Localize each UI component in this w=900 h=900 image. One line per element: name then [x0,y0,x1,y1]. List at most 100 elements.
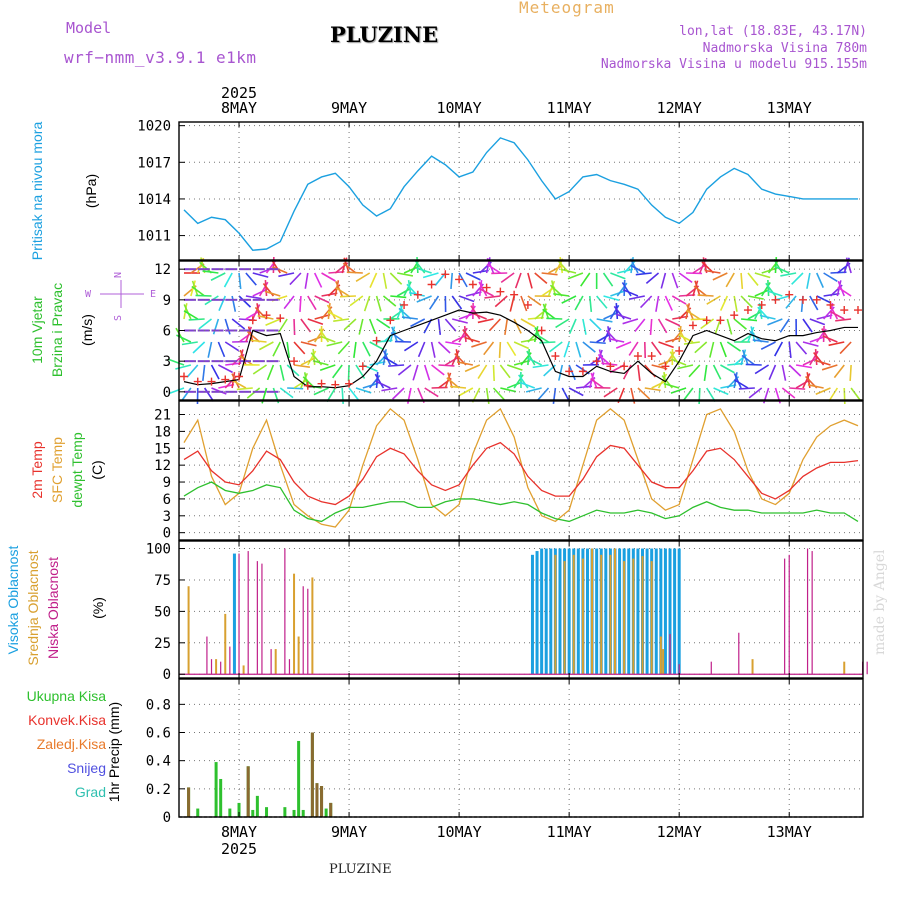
wind-barb [186,364,199,378]
x-label-top: 9MAY [331,99,367,117]
wind-barb [697,294,714,297]
wind-barb [704,269,721,274]
wind-barb [608,337,625,343]
precip-bar-total [251,809,255,817]
precip-bar-total [292,809,296,817]
precip-bar-frozen [329,802,333,817]
wind-barb [615,341,632,349]
pressure-line [183,137,858,251]
wind-barb [438,364,455,367]
y-tick-label: 0 [163,810,171,826]
wind-barb [245,272,257,286]
y-tick-label: 50 [154,604,171,620]
wind-barb [828,341,845,347]
wind-barb [347,364,350,382]
wind-barb [568,364,576,381]
wind-barb [410,318,426,328]
cloud-bar-high [677,548,681,675]
wind-barb [396,287,412,297]
wind-barb [663,382,680,389]
wind-barb [513,341,530,350]
wind-barb [561,295,577,304]
wind-barb [313,272,323,288]
wind-barb [709,341,715,358]
wind-barb [651,380,667,389]
wind-barb [814,359,831,366]
gust-marker [647,352,656,361]
wind-barb [265,259,277,274]
cloud-bar-mid [662,649,665,675]
wind-barb [266,364,275,381]
cloud-ylabel: (%) [90,597,106,619]
wind-barb [719,295,729,311]
gust-marker [372,336,381,345]
cloud-bar-high [535,551,539,675]
wind-barb [546,317,563,320]
precip-bar-total [237,802,241,817]
elevation-info: Nadmorska Visina 780m [702,41,867,56]
wind-barb [307,295,317,311]
footer-station: PLUZINE [329,862,392,877]
wind-barb [431,364,445,376]
wind-barb [252,272,269,278]
wind-barb [714,318,722,335]
gust-marker [262,311,271,320]
wind-barb [477,318,494,324]
wind-barb [300,318,312,333]
wind-barb [741,354,756,366]
wind-barb [616,282,628,297]
cloud-bar-mid [659,636,662,675]
wind-barb [362,341,371,357]
gust-marker [180,372,188,381]
wind-barb [252,288,268,297]
cloud-bar-high [540,548,544,675]
wind-barb [437,318,442,335]
wind-barb [463,325,467,343]
wind-barb [499,364,511,379]
wind-barb [424,387,439,398]
wind-barb [183,304,192,320]
wind-barb [494,295,508,308]
cloud-bar-low [784,558,786,675]
wind-barb [712,272,728,281]
y-tick-label: 0.2 [146,782,171,798]
temp-label-sfc: SFC Temp [49,437,65,503]
wind-barb [286,341,291,358]
x-label-top: 10MAY [437,99,482,117]
wind-barb [326,341,343,347]
temp-label-dewpt: dewpt Temp [69,432,85,507]
wind-barb [767,279,770,297]
precip-bar-total [219,778,223,817]
wind-barb [821,328,832,343]
cloud-bar-high [659,548,663,675]
wind-barb [416,267,432,274]
wind-barb [807,384,824,389]
wind-barb [767,318,783,326]
wind-barb [548,264,563,274]
cloud-bar-mid [632,558,635,675]
gust-marker [345,379,354,388]
gust-marker [592,357,601,366]
wind-barb [207,341,213,358]
wind-barb [383,356,398,366]
wind-barb [806,272,811,289]
y-tick-label: 0.6 [146,726,171,742]
wind-barb [601,362,618,366]
wind-barb [299,295,302,313]
wind-barb [525,387,542,393]
wind-barb [745,363,762,366]
wind-barb [519,381,536,389]
gust-marker [661,362,670,371]
wind-barb [300,357,316,366]
wind-barb [289,272,302,286]
wind-barb [658,341,674,349]
wind-barb [245,295,262,300]
wind-barb [450,272,454,290]
gust-marker [413,290,422,299]
cloud-bar-mid [215,659,218,675]
wind-barb [580,272,591,287]
wind-barb [293,378,309,389]
y-tick-label: 21 [154,408,171,424]
gust-marker [400,300,409,309]
wind-barb [703,364,708,381]
